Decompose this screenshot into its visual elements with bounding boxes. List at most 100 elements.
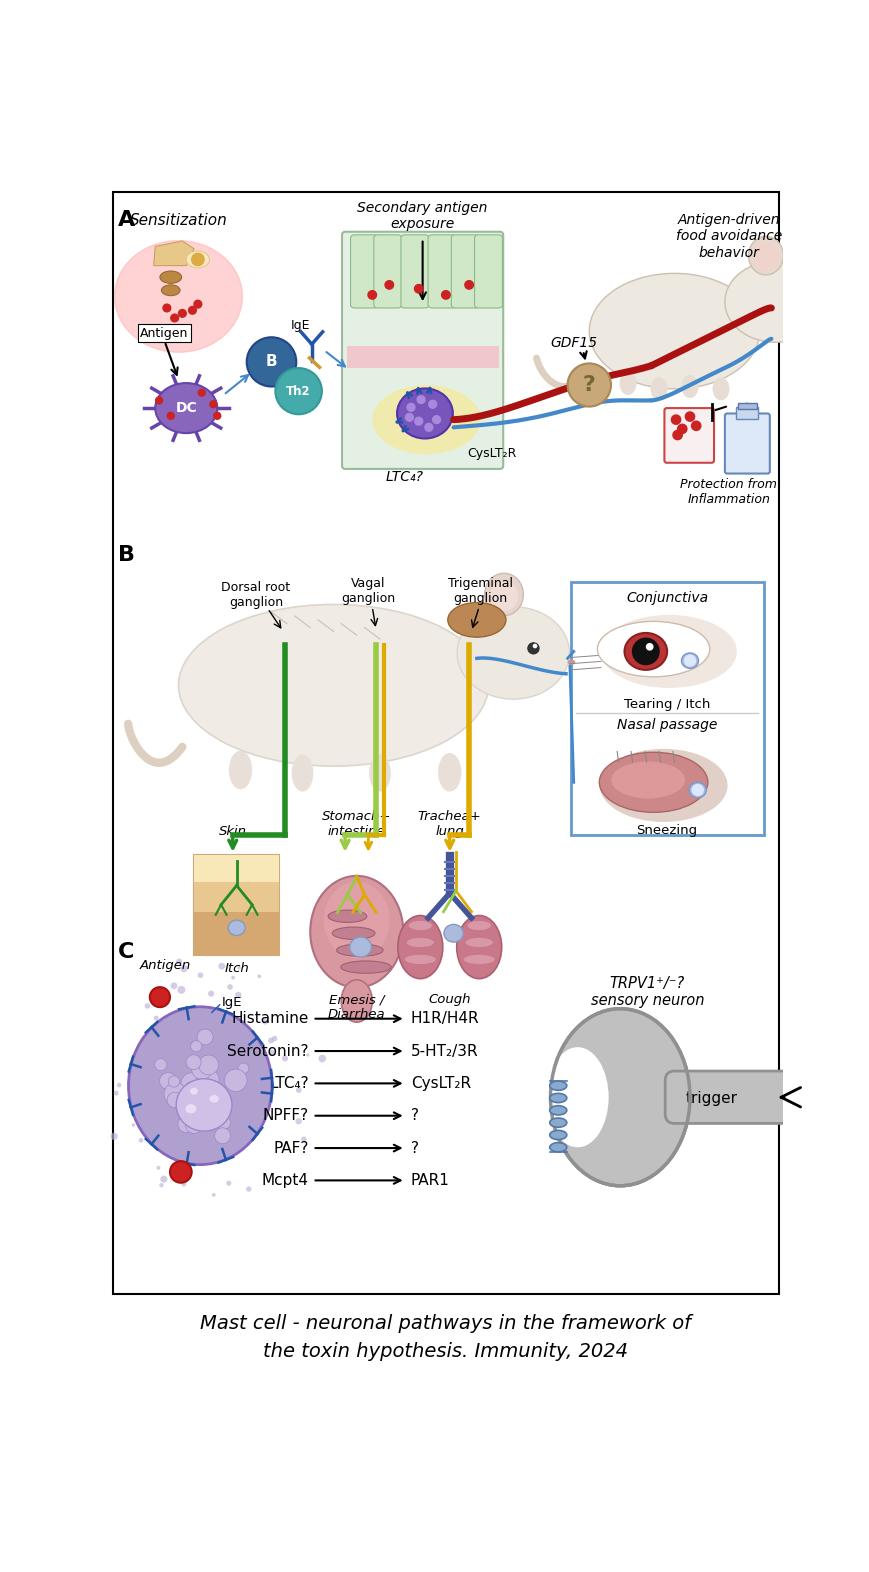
Text: Secondary antigen
exposure: Secondary antigen exposure [357,201,488,231]
Circle shape [673,431,681,440]
Ellipse shape [549,1082,566,1091]
Circle shape [368,291,376,299]
Text: Trigeminal
ganglion: Trigeminal ganglion [448,577,513,605]
Circle shape [224,1069,247,1091]
Ellipse shape [456,607,569,700]
Circle shape [181,1182,186,1187]
Circle shape [198,390,205,396]
Text: the toxin hypothesis. Immunity, 2024: the toxin hypothesis. Immunity, 2024 [263,1342,627,1361]
Circle shape [214,412,221,420]
Text: B: B [265,354,277,369]
Ellipse shape [456,915,501,979]
Ellipse shape [753,244,778,270]
Circle shape [80,1105,84,1108]
Circle shape [215,1127,230,1144]
Ellipse shape [484,574,523,616]
Ellipse shape [228,920,245,935]
Circle shape [189,1099,200,1110]
Bar [736,407,757,418]
Ellipse shape [115,241,242,352]
Text: Skin: Skin [218,825,247,838]
Text: Antigen-driven
food avoidance
behavior: Antigen-driven food avoidance behavior [675,214,781,259]
FancyBboxPatch shape [374,234,401,308]
Ellipse shape [611,761,684,799]
Ellipse shape [349,937,371,957]
Circle shape [168,1075,180,1088]
Circle shape [163,303,170,311]
Circle shape [238,1063,249,1074]
Text: Stomach+
intestine: Stomach+ intestine [322,810,391,838]
Circle shape [191,1060,212,1080]
Text: IgE: IgE [291,319,310,332]
Circle shape [178,310,186,318]
Circle shape [156,1166,160,1170]
Circle shape [159,1184,163,1187]
Circle shape [212,1193,216,1196]
Ellipse shape [465,938,492,946]
Circle shape [176,959,182,965]
Circle shape [262,1019,268,1025]
Text: IgE: IgE [222,997,242,1009]
Ellipse shape [463,954,494,964]
Circle shape [181,1072,202,1094]
Circle shape [185,1116,202,1133]
Circle shape [428,399,437,409]
Bar [346,346,498,368]
Text: Mast cell - neuronal pathways in the framework of: Mast cell - neuronal pathways in the fra… [200,1314,691,1333]
Ellipse shape [724,261,825,343]
Circle shape [208,990,214,997]
Ellipse shape [372,385,481,454]
Circle shape [196,1069,219,1091]
Circle shape [186,1055,201,1069]
Circle shape [138,1138,143,1143]
Ellipse shape [229,751,252,789]
Bar [194,855,279,882]
Ellipse shape [599,753,707,813]
Ellipse shape [438,753,461,792]
Circle shape [786,291,797,302]
Bar [194,882,279,912]
Text: Dorsal root
ganglion: Dorsal root ganglion [222,582,290,610]
Ellipse shape [712,377,729,401]
Circle shape [180,965,188,973]
Text: A: A [118,211,136,230]
Text: Trachea+
lung: Trachea+ lung [417,810,481,838]
Text: LTC₄?: LTC₄? [269,1075,308,1091]
Text: Serotonin?: Serotonin? [227,1044,308,1058]
Text: Histamine: Histamine [231,1011,308,1027]
FancyBboxPatch shape [428,234,455,308]
Circle shape [295,1088,302,1093]
Circle shape [177,986,185,994]
Text: Vagal
ganglion: Vagal ganglion [341,577,395,605]
Circle shape [197,1030,213,1045]
Circle shape [271,1036,277,1041]
Ellipse shape [323,882,389,959]
Ellipse shape [599,748,726,822]
Text: PAR1: PAR1 [410,1173,449,1188]
Text: trigger: trigger [685,1091,737,1107]
Circle shape [464,281,473,289]
Circle shape [414,417,423,426]
Circle shape [189,307,196,314]
Circle shape [691,421,700,431]
Text: H1R/H4R: H1R/H4R [410,1011,479,1027]
Circle shape [532,643,537,648]
Circle shape [791,292,795,297]
Circle shape [257,975,261,978]
Circle shape [645,643,653,651]
Circle shape [306,1053,309,1056]
Circle shape [567,363,610,407]
Ellipse shape [291,755,313,792]
Circle shape [683,654,695,667]
Text: Antigen: Antigen [140,327,189,340]
FancyBboxPatch shape [342,231,502,468]
Circle shape [269,1050,275,1056]
Circle shape [218,962,225,970]
Circle shape [416,395,425,404]
Circle shape [170,314,178,322]
Circle shape [185,1082,196,1094]
Ellipse shape [549,1105,566,1115]
Ellipse shape [680,376,698,398]
Ellipse shape [332,927,375,940]
Ellipse shape [549,1094,566,1102]
